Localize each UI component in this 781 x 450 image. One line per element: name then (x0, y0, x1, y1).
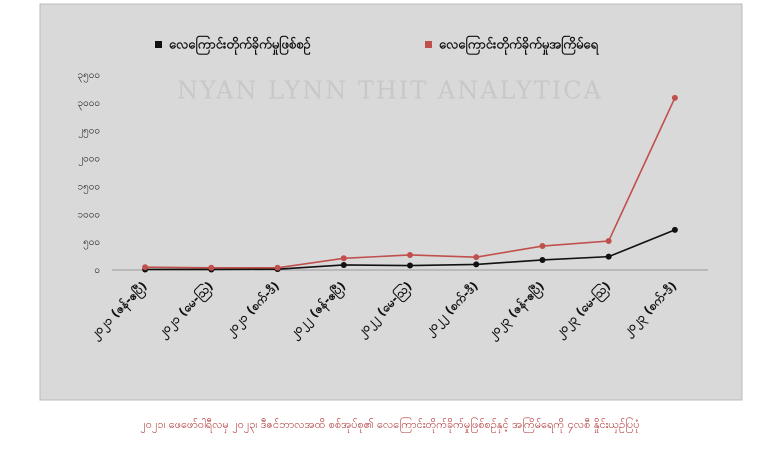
y-tick-label: ၅၀၀ (83, 237, 100, 250)
point (407, 262, 413, 269)
point (340, 261, 347, 268)
point (539, 243, 546, 250)
watermark: NYAN LYNN THIT ANALYTICA (177, 77, 603, 105)
point (142, 264, 149, 271)
point (274, 264, 281, 271)
legend-swatch (155, 41, 162, 48)
chart-area (39, 3, 743, 401)
point (605, 238, 612, 245)
legend-label: လေကြောင်းတိုက်ခိုက်မှုဖြစ်စဉ် (169, 35, 311, 56)
point (671, 94, 678, 101)
point (539, 256, 546, 263)
point (473, 254, 480, 261)
y-tick-label: ၂၀၀၀ (78, 154, 100, 167)
caption: ၂၀၂၁၊ ဖေဖော်ဝါရီလမှ ၂၀၂၃၊ ဒီဇင်ဘာလအထိ စစ… (140, 417, 639, 433)
legend-label: လေကြောင်းတိုက်ခိုက်မှုအကြိမ်ရေ (439, 35, 599, 56)
y-tick-label: ၃၅၀၀ (78, 70, 101, 83)
point (340, 255, 347, 262)
legend-swatch (425, 41, 432, 48)
y-tick-label: ၂၅၀၀ (78, 126, 100, 139)
point (208, 264, 215, 271)
point (671, 226, 678, 233)
y-tick-label: ၀ (94, 265, 100, 276)
y-tick-label: ၃၀၀၀ (78, 98, 101, 111)
point (407, 251, 413, 258)
point (605, 253, 612, 260)
point (473, 261, 480, 268)
y-tick-label: ၁၀၀၀ (78, 209, 101, 220)
y-tick-label: ၁၅၀၀ (78, 181, 101, 194)
